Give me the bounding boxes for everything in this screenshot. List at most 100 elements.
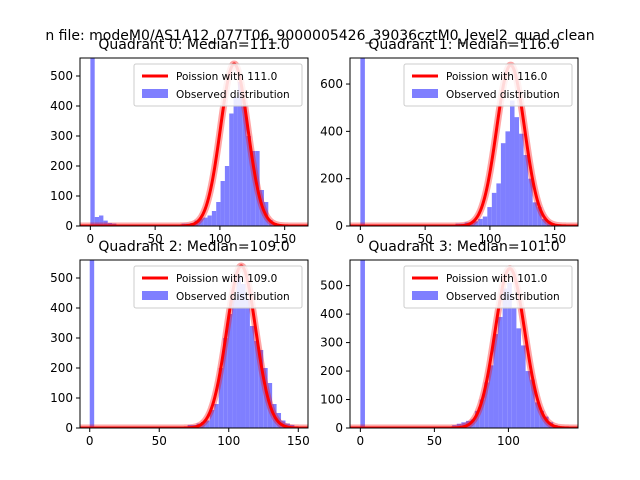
subplot-3: 0 50 100 0 100 200 300 400 500 Quadrant 3: Median…: [320, 239, 579, 448]
histogram-bar: [220, 181, 225, 226]
y-tick-label: 400: [320, 124, 343, 138]
x-tick-label: 0: [86, 434, 94, 448]
histogram-bar: [249, 326, 255, 428]
legend-swatch-observed: [412, 291, 438, 300]
plot-area: [350, 260, 578, 428]
y-tick-label: 500: [50, 271, 73, 285]
legend-box: [403, 265, 573, 309]
y-tick-label: 0: [335, 219, 343, 233]
histogram-bar: [537, 207, 542, 226]
histogram-bar: [205, 420, 210, 428]
histogram-bar: [507, 282, 512, 428]
histogram-bar: [211, 211, 217, 226]
y-tick-label: 100: [50, 189, 73, 203]
y-tick-label: 100: [320, 393, 343, 407]
histogram-bar: [528, 178, 533, 226]
histogram-bar: [232, 299, 237, 428]
plot-area: [80, 58, 308, 226]
x-tick-label: 0: [87, 232, 95, 246]
histogram-bar: [482, 216, 488, 226]
histogram-bar: [209, 410, 215, 428]
histogram-bar: [493, 334, 499, 428]
y-tick-label: 200: [320, 364, 343, 378]
histogram-bar: [475, 410, 480, 428]
histogram-bar: [532, 202, 538, 226]
plot-area: [80, 260, 308, 428]
histogram-bar: [203, 217, 208, 226]
legend-swatch-observed: [142, 291, 168, 300]
histogram-bar: [516, 328, 521, 428]
histogram-bar: [470, 419, 476, 428]
subplot-1: 0 50 100 150 0 200 400 600 Quadrant 1: Median=11…: [320, 37, 579, 246]
histogram-bar: [229, 113, 234, 226]
poisson-curve: [80, 264, 308, 428]
poisson-curve-halo: [80, 60, 308, 226]
x-tick-label: 50: [152, 434, 167, 448]
x-tick-label: 100: [497, 434, 520, 448]
histogram-bar: [94, 217, 100, 226]
y-tick-label: 500: [50, 69, 73, 83]
histogram-bar: [514, 117, 520, 226]
poisson-curve: [350, 63, 578, 226]
poisson-curve: [80, 62, 308, 226]
x-tick-label: 0: [357, 232, 365, 246]
subplot-0: 0 50 100 150 0 100 200 300 400 500 Quadrant 0: Med…: [50, 37, 309, 246]
histogram-bar: [233, 97, 238, 226]
histogram-bar: [360, 58, 365, 226]
histogram-bar: [227, 314, 233, 428]
subplot-title: Quadrant 2: Median=109.0: [98, 239, 289, 255]
histogram-bar: [530, 379, 535, 428]
histogram-bar: [200, 422, 206, 428]
histogram-bar: [519, 133, 524, 226]
histogram-bar: [478, 218, 483, 226]
legend-label-poisson: Poission with 116.0: [446, 71, 547, 83]
histogram-bar: [258, 350, 264, 428]
y-tick-label: 300: [50, 331, 73, 345]
histogram-bar: [511, 308, 517, 428]
histogram-bar: [246, 136, 251, 226]
legend-box: [403, 63, 573, 107]
x-tick-label: 50: [427, 434, 442, 448]
subplot-title: Quadrant 1: Median=116.0: [368, 37, 559, 53]
histogram-bar: [488, 365, 494, 428]
histogram-bar: [240, 284, 246, 428]
legend-swatch-observed: [412, 89, 438, 98]
y-tick-label: 100: [50, 391, 73, 405]
legend-label-observed: Observed distribution: [176, 89, 290, 101]
x-tick-label: 150: [543, 232, 566, 246]
histogram-bar: [498, 316, 503, 428]
histogram-bar: [250, 151, 256, 226]
histogram-bar: [218, 368, 224, 428]
poisson-curve-halo: [350, 61, 578, 226]
y-tick-label: 400: [50, 99, 73, 113]
histogram-bar: [505, 131, 510, 226]
x-tick-label: 100: [208, 232, 231, 246]
histogram-bar: [491, 192, 497, 226]
axes-frame: [79, 259, 309, 429]
axes-frame: [349, 259, 579, 429]
histogram-bar: [224, 166, 230, 226]
x-tick-label: 50: [417, 232, 432, 246]
legend-box: [133, 265, 303, 309]
x-tick-label: 150: [273, 232, 296, 246]
y-tick-label: 0: [65, 421, 73, 435]
poisson-curve-halo: [350, 265, 578, 428]
legend-label-poisson: Poission with 109.0: [176, 273, 277, 285]
histogram-bar: [523, 155, 529, 226]
y-tick-label: 400: [320, 307, 343, 321]
histogram-bar: [103, 220, 108, 226]
histogram-bar: [541, 218, 547, 226]
poisson-curve: [350, 267, 578, 428]
histogram-bar: [254, 341, 259, 428]
legend-box: [133, 63, 303, 107]
legend-label-observed: Observed distribution: [446, 291, 560, 303]
histogram-bar: [236, 275, 241, 428]
x-tick-label: 0: [357, 434, 365, 448]
plot-area: [350, 58, 578, 226]
histogram-bar: [456, 423, 462, 428]
subplot-title: Quadrant 0: Median=111.0: [98, 37, 289, 53]
histogram-bar: [461, 422, 466, 428]
histogram-bar: [509, 100, 515, 226]
histogram-bar: [543, 416, 549, 428]
